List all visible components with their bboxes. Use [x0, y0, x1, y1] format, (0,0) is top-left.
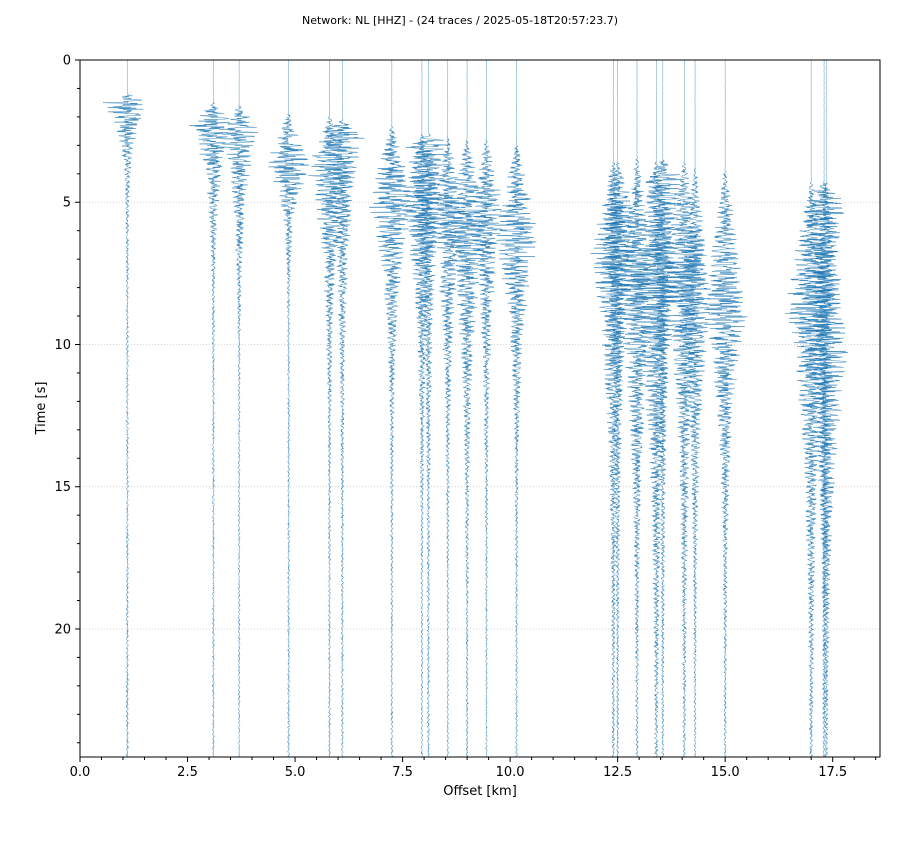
trace-line — [645, 59, 684, 758]
trace-line — [405, 59, 451, 758]
trace-line — [322, 59, 365, 758]
x-tick-label: 2.5 — [177, 765, 198, 780]
trace-line — [590, 59, 636, 758]
trace-line — [219, 59, 258, 758]
grid-lines — [80, 201, 880, 630]
x-axis-label: Offset [km] — [443, 784, 517, 799]
y-tick-label: 15 — [54, 480, 71, 495]
trace-line — [804, 60, 849, 758]
trace-line — [661, 59, 706, 757]
trace-line — [677, 59, 711, 757]
trace-line — [268, 59, 310, 757]
x-tick-label: 15.0 — [711, 765, 740, 780]
trace-line — [616, 59, 657, 757]
trace-line — [805, 59, 845, 757]
trace-line — [430, 60, 465, 758]
trace-line — [495, 59, 537, 757]
x-tick-label: 0.0 — [70, 765, 91, 780]
x-tick-label: 12.5 — [603, 765, 632, 780]
trace-line — [468, 60, 502, 757]
trace-group — [102, 59, 849, 758]
y-axis-ticks: 0 5 10 15 20 — [54, 54, 80, 744]
trace-line — [444, 59, 489, 758]
y-axis-label: Time [s] — [34, 382, 49, 436]
trace-line — [102, 59, 144, 757]
y-tick-label: 10 — [54, 338, 71, 353]
trace-line — [400, 59, 441, 757]
x-axis-ticks: 0.0 2.5 5.0 7.5 10.0 12.5 15.0 17.5 — [70, 757, 877, 780]
x-tick-label: 10.0 — [496, 765, 525, 780]
y-tick-label: 5 — [63, 196, 71, 211]
y-tick-label: 0 — [63, 54, 71, 69]
trace-line — [308, 59, 350, 758]
plot-frame — [79, 59, 881, 758]
x-tick-label: 17.5 — [818, 765, 847, 780]
x-tick-label: 5.0 — [285, 765, 306, 780]
chart-title: Network: NL [HHZ] - (24 traces / 2025-05… — [302, 14, 618, 27]
trace-line — [785, 60, 835, 758]
x-tick-label: 7.5 — [392, 765, 413, 780]
trace-line — [368, 60, 414, 758]
trace-line — [189, 59, 231, 758]
trace-line — [703, 59, 748, 757]
y-tick-label: 20 — [54, 622, 71, 637]
trace-line — [602, 60, 636, 757]
